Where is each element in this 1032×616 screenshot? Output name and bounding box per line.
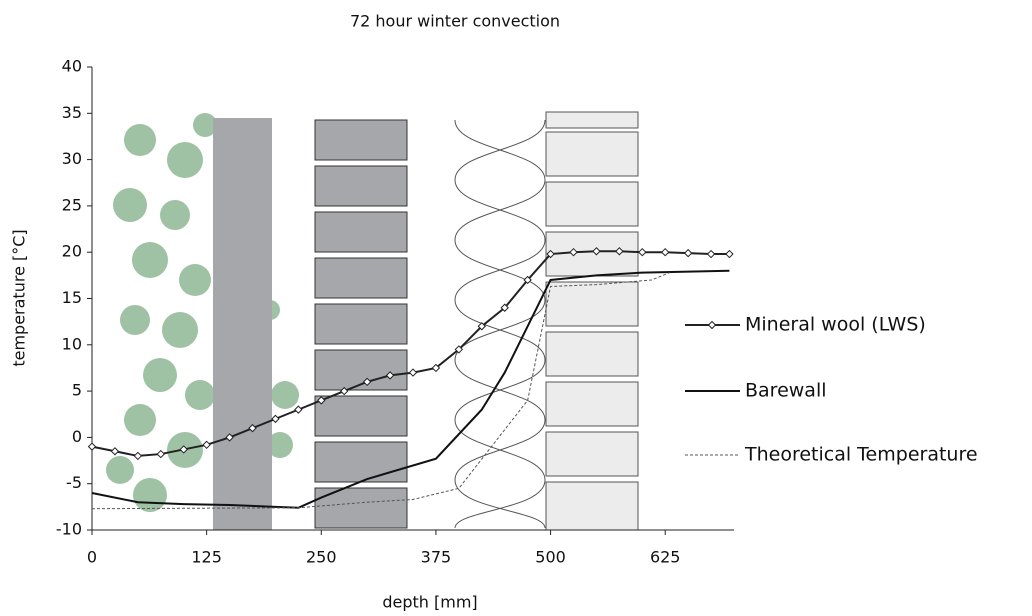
series-marker — [110, 447, 120, 456]
series-marker — [408, 368, 418, 377]
series-marker — [725, 249, 734, 259]
series-marker — [87, 442, 97, 451]
series-marker — [569, 247, 578, 257]
y-tick-label: -10 — [56, 520, 82, 539]
y-axis-label: temperature [°C] — [10, 229, 29, 366]
series-marker — [638, 247, 647, 257]
series-marker — [706, 249, 716, 259]
series-line — [91, 269, 730, 509]
series-marker — [271, 414, 280, 424]
y-tick-label: -5 — [66, 473, 82, 492]
series-marker — [454, 345, 464, 354]
x-tick-label: 0 — [87, 548, 97, 567]
series-marker — [133, 451, 143, 461]
series-marker — [362, 377, 372, 387]
series-marker — [592, 247, 601, 256]
inner-wall — [545, 111, 639, 531]
x-tick-label: 375 — [421, 548, 452, 567]
x-tick-label: 125 — [191, 548, 222, 567]
insulation — [454, 119, 546, 529]
legend-marker — [707, 320, 717, 330]
series-marker — [248, 423, 257, 433]
series-marker — [661, 247, 670, 257]
legend-label: Barewall — [745, 380, 827, 402]
series-marker — [340, 386, 349, 396]
series-marker — [615, 247, 624, 256]
y-tick-label: 10 — [62, 334, 82, 353]
chart-title: 72 hour winter convection — [350, 12, 560, 31]
series-marker — [546, 249, 555, 259]
ivy — [106, 113, 299, 512]
series-marker — [683, 248, 693, 258]
series-marker — [385, 371, 395, 380]
x-tick-label: 250 — [306, 548, 337, 567]
x-axis-label: depth [mm] — [382, 593, 477, 612]
series-line — [91, 272, 670, 510]
x-tick-label: 500 — [535, 548, 566, 567]
series-marker — [179, 445, 188, 454]
series-marker — [477, 322, 486, 331]
y-tick-label: 40 — [62, 57, 82, 76]
series-marker — [294, 405, 303, 414]
series-marker — [202, 440, 211, 450]
series-marker — [500, 303, 509, 312]
series-marker — [156, 449, 165, 459]
y-tick-label: 15 — [62, 288, 82, 307]
series-marker — [431, 363, 441, 373]
plaster-layer — [213, 118, 272, 530]
legend-label: Theoretical Temperature — [744, 444, 978, 466]
series-marker — [317, 396, 326, 405]
brick-layer — [314, 119, 408, 529]
y-tick-label: 20 — [62, 242, 82, 261]
y-tick-label: 35 — [62, 103, 82, 122]
x-tick-label: 625 — [650, 548, 681, 567]
y-tick-label: 0 — [72, 427, 82, 446]
y-tick-label: 5 — [72, 381, 82, 400]
legend-label: Mineral wool (LWS) — [745, 314, 926, 336]
y-tick-label: 30 — [62, 149, 82, 168]
series-marker — [523, 275, 532, 285]
series-marker — [225, 433, 234, 442]
y-tick-label: 25 — [62, 195, 82, 214]
background-illustration — [106, 111, 639, 531]
